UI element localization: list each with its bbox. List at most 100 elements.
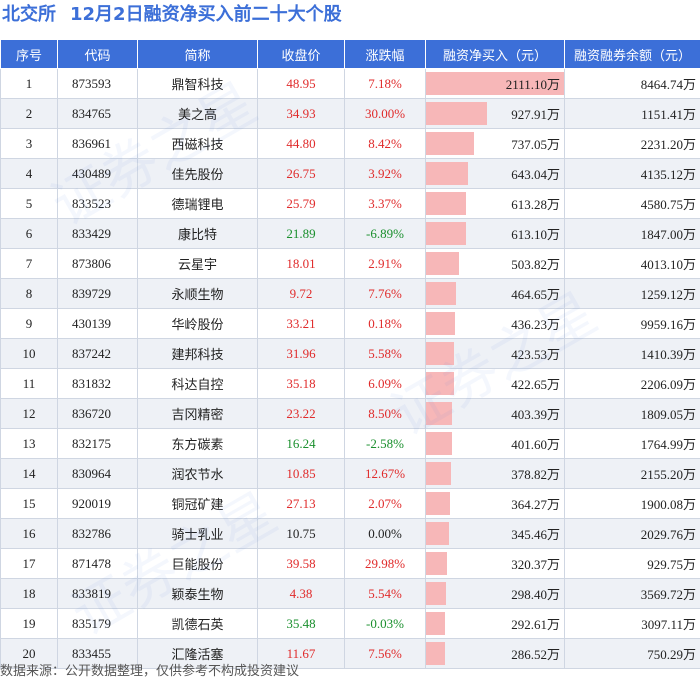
close-price-cell: 23.22 xyxy=(257,398,345,429)
table-row: 6 833429 康比特 21.89 -6.89% 613.10万 1847.00万 xyxy=(0,218,700,249)
net-buy-value: 423.53万 xyxy=(511,347,560,362)
net-buy-bar xyxy=(426,72,564,95)
net-buy-cell: 2111.10万 xyxy=(425,68,565,99)
net-buy-value: 643.04万 xyxy=(511,167,560,182)
balance-cell: 8464.74万 xyxy=(564,68,700,99)
close-price-cell: 35.18 xyxy=(257,368,345,399)
stock-name-cell: 凯德石英 xyxy=(137,608,258,639)
net-buy-bar xyxy=(426,522,449,545)
rank-cell: 16 xyxy=(0,518,58,549)
col-header-code: 代码 xyxy=(57,39,138,69)
balance-cell: 1900.08万 xyxy=(564,488,700,519)
net-buy-bar xyxy=(426,342,454,365)
stock-name-cell: 科达自控 xyxy=(137,368,258,399)
net-buy-value: 737.05万 xyxy=(511,137,560,152)
table-row: 11 831832 科达自控 35.18 6.09% 422.65万 2206.09万 xyxy=(0,368,700,399)
change-percent-cell: 12.67% xyxy=(344,458,426,489)
net-buy-value: 378.82万 xyxy=(511,467,560,482)
stock-code-cell: 833523 xyxy=(57,188,138,219)
table-row: 18 833819 颖泰生物 4.38 5.54% 298.40万 3569.72万 xyxy=(0,578,700,609)
col-header-balance: 融资融券余额（元） xyxy=(564,39,700,69)
stock-name-cell: 骑士乳业 xyxy=(137,518,258,549)
net-buy-cell: 422.65万 xyxy=(425,368,565,399)
stock-code-cell: 834765 xyxy=(57,98,138,129)
close-price-cell: 25.79 xyxy=(257,188,345,219)
balance-cell: 1809.05万 xyxy=(564,398,700,429)
change-percent-cell: -0.03% xyxy=(344,608,426,639)
change-percent-cell: 8.50% xyxy=(344,398,426,429)
rank-cell: 8 xyxy=(0,278,58,309)
net-buy-cell: 464.65万 xyxy=(425,278,565,309)
col-header-name: 简称 xyxy=(137,39,258,69)
rank-cell: 10 xyxy=(0,338,58,369)
rank-cell: 5 xyxy=(0,188,58,219)
close-price-cell: 31.96 xyxy=(257,338,345,369)
balance-cell: 750.29万 xyxy=(564,638,700,669)
table-row: 9 430139 华岭股份 33.21 0.18% 436.23万 9959.16万 xyxy=(0,308,700,339)
stock-name-cell: 德瑞锂电 xyxy=(137,188,258,219)
balance-cell: 4013.10万 xyxy=(564,248,700,279)
net-buy-bar xyxy=(426,642,445,665)
stock-name-cell: 吉冈精密 xyxy=(137,398,258,429)
stock-code-cell: 832175 xyxy=(57,428,138,459)
table-title: 12月2日融资净买入前二十大个股 xyxy=(70,4,342,25)
close-price-cell: 39.58 xyxy=(257,548,345,579)
net-buy-cell: 737.05万 xyxy=(425,128,565,159)
change-percent-cell: 29.98% xyxy=(344,548,426,579)
rank-cell: 13 xyxy=(0,428,58,459)
page-title: 北交所 12月2日融资净买入前二十大个股 xyxy=(0,0,342,32)
stock-name-cell: 颖泰生物 xyxy=(137,578,258,609)
rank-cell: 2 xyxy=(0,98,58,129)
table-row: 20 833455 汇隆活塞 11.67 7.56% 286.52万 750.29万 xyxy=(0,638,700,669)
net-buy-cell: 364.27万 xyxy=(425,488,565,519)
close-price-cell: 35.48 xyxy=(257,608,345,639)
close-price-cell: 21.89 xyxy=(257,218,345,249)
table-header-row: 序号 代码 简称 收盘价 涨跌幅 融资净买入（元） 融资融券余额（元） xyxy=(0,39,700,69)
rank-cell: 19 xyxy=(0,608,58,639)
rank-cell: 7 xyxy=(0,248,58,279)
net-buy-value: 613.10万 xyxy=(511,227,560,242)
stock-name-cell: 云星宇 xyxy=(137,248,258,279)
rank-cell: 15 xyxy=(0,488,58,519)
balance-cell: 2155.20万 xyxy=(564,458,700,489)
table-row: 1 873593 鼎智科技 48.95 7.18% 2111.10万 8464.74万 xyxy=(0,68,700,99)
rank-cell: 6 xyxy=(0,218,58,249)
close-price-cell: 48.95 xyxy=(257,68,345,99)
stock-name-cell: 康比特 xyxy=(137,218,258,249)
rank-cell: 18 xyxy=(0,578,58,609)
net-buy-cell: 613.28万 xyxy=(425,188,565,219)
stock-name-cell: 华岭股份 xyxy=(137,308,258,339)
net-buy-cell: 436.23万 xyxy=(425,308,565,339)
balance-cell: 1410.39万 xyxy=(564,338,700,369)
table-row: 16 832786 骑士乳业 10.75 0.00% 345.46万 2029.76万 xyxy=(0,518,700,549)
stock-code-cell: 833455 xyxy=(57,638,138,669)
net-buy-cell: 643.04万 xyxy=(425,158,565,189)
net-buy-bar xyxy=(426,252,459,275)
change-percent-cell: 6.09% xyxy=(344,368,426,399)
net-buy-cell: 613.10万 xyxy=(425,218,565,249)
data-source-note: 数据来源：公开数据整理，仅供参考不构成投资建议 xyxy=(0,664,300,679)
stock-name-cell: 美之高 xyxy=(137,98,258,129)
stock-name-cell: 巨能股份 xyxy=(137,548,258,579)
close-price-cell: 27.13 xyxy=(257,488,345,519)
net-buy-bar xyxy=(426,312,455,335)
net-buy-value: 613.28万 xyxy=(511,197,560,212)
net-buy-value: 286.52万 xyxy=(511,647,560,662)
stock-name-cell: 铜冠矿建 xyxy=(137,488,258,519)
net-buy-value: 364.27万 xyxy=(511,497,560,512)
close-price-cell: 9.72 xyxy=(257,278,345,309)
rank-cell: 11 xyxy=(0,368,58,399)
net-buy-value: 2111.10万 xyxy=(505,77,560,92)
balance-cell: 4135.12万 xyxy=(564,158,700,189)
close-price-cell: 16.24 xyxy=(257,428,345,459)
change-percent-cell: 8.42% xyxy=(344,128,426,159)
change-percent-cell: 5.54% xyxy=(344,578,426,609)
table-row: 10 837242 建邦科技 31.96 5.58% 423.53万 1410.39万 xyxy=(0,338,700,369)
net-buy-value: 503.82万 xyxy=(511,257,560,272)
change-percent-cell: -6.89% xyxy=(344,218,426,249)
net-buy-cell: 320.37万 xyxy=(425,548,565,579)
net-buy-bar xyxy=(426,162,469,185)
change-percent-cell: 3.92% xyxy=(344,158,426,189)
stock-name-cell: 佳先股份 xyxy=(137,158,258,189)
stock-name-cell: 永顺生物 xyxy=(137,278,258,309)
